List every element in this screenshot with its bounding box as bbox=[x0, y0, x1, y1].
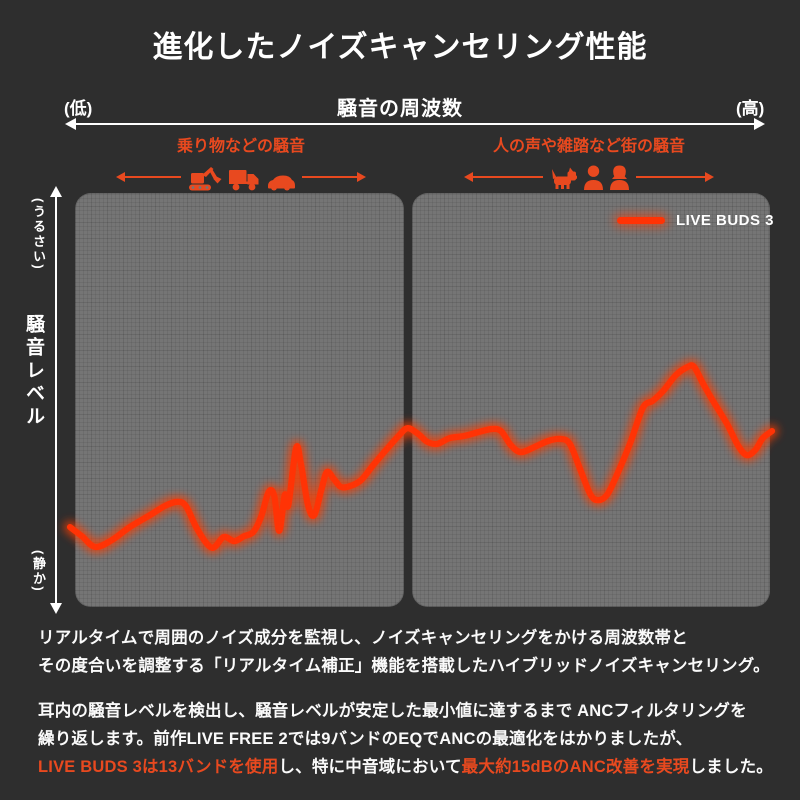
city-icons bbox=[550, 165, 629, 190]
excavator-icon bbox=[188, 166, 221, 190]
plain-text: しました。 bbox=[689, 758, 773, 776]
frequency-axis-arrow bbox=[65, 117, 765, 132]
legend-label: LIVE BUDS 3 bbox=[676, 212, 775, 229]
paragraph-1: リアルタイムで周囲のノイズ成分を監視し、ノイズキャンセリングをかける周波数帯と … bbox=[38, 624, 788, 680]
text-line: その度合いを調整する「リアルタイム補正」機能を搭載したハイブリッドノイズキャンセ… bbox=[38, 657, 770, 675]
level-loud-label: (うるさい) bbox=[31, 198, 46, 271]
plain-text: し、特に中音域において bbox=[278, 758, 462, 776]
region-vehicle-label: 乗り物などの騒音 bbox=[176, 138, 305, 155]
region-vehicle-noise: 乗り物などの騒音 bbox=[116, 132, 366, 192]
arrow-left-segment bbox=[116, 172, 181, 182]
level-axis-arrow bbox=[49, 186, 64, 614]
region-city-label: 人の声や雑踏など街の騒音 bbox=[492, 138, 685, 155]
truck-icon bbox=[228, 169, 258, 190]
arrow-right-segment bbox=[301, 172, 366, 182]
page-title: 進化したノイズキャンセリング性能 bbox=[152, 31, 648, 64]
highlighted-text: LIVE BUDS 3は13バンドを使用 bbox=[38, 758, 279, 776]
man-icon bbox=[583, 165, 603, 190]
region-city-noise: 人の声や雑踏など街の騒音 bbox=[464, 132, 714, 192]
car-icon bbox=[267, 175, 295, 190]
text-line: リアルタイムで周囲のノイズ成分を監視し、ノイズキャンセリングをかける周波数帯と bbox=[38, 629, 688, 647]
legend-line-swatch bbox=[617, 217, 665, 224]
legend: LIVE BUDS 3 bbox=[617, 212, 774, 229]
region-vehicle-arrow-row bbox=[116, 162, 366, 192]
woman-icon bbox=[609, 165, 629, 190]
frequency-axis-title: 騒音の周波数 bbox=[337, 98, 463, 120]
vehicle-icons bbox=[188, 164, 295, 191]
level-axis-title: 騒音レベル bbox=[23, 314, 44, 429]
dog-icon bbox=[551, 167, 577, 189]
description-text: リアルタイムで周囲のノイズ成分を監視し、ノイズキャンセリングをかける周波数帯と … bbox=[38, 624, 788, 798]
text-line: 繰り返します。前作LIVE FREE 2では9バンドのEQでANCの最適化をはか… bbox=[38, 730, 693, 748]
arrow-left-segment bbox=[464, 172, 543, 182]
level-quiet-label: (静か) bbox=[31, 550, 46, 593]
text-line: 耳内の騒音レベルを検出し、騒音レベルが安定した最小値に達するまで ANCフィルタ… bbox=[38, 702, 747, 720]
chart-panel-high-frequency bbox=[412, 193, 770, 607]
paragraph-2: 耳内の騒音レベルを検出し、騒音レベルが安定した最小値に達するまで ANCフィルタ… bbox=[38, 697, 788, 781]
highlighted-text: 最大約15dBのANC改善を実現 bbox=[461, 758, 690, 776]
frequency-high-label: (高) bbox=[736, 99, 765, 118]
region-city-arrow-row bbox=[464, 162, 714, 192]
text-line-highlighted: LIVE BUDS 3は13バンドを使用し、特に中音域において最大約15dBのA… bbox=[38, 753, 788, 781]
arrow-right-segment bbox=[635, 172, 714, 182]
frequency-low-label: (低) bbox=[64, 99, 93, 118]
chart-panel-low-frequency bbox=[75, 193, 404, 607]
